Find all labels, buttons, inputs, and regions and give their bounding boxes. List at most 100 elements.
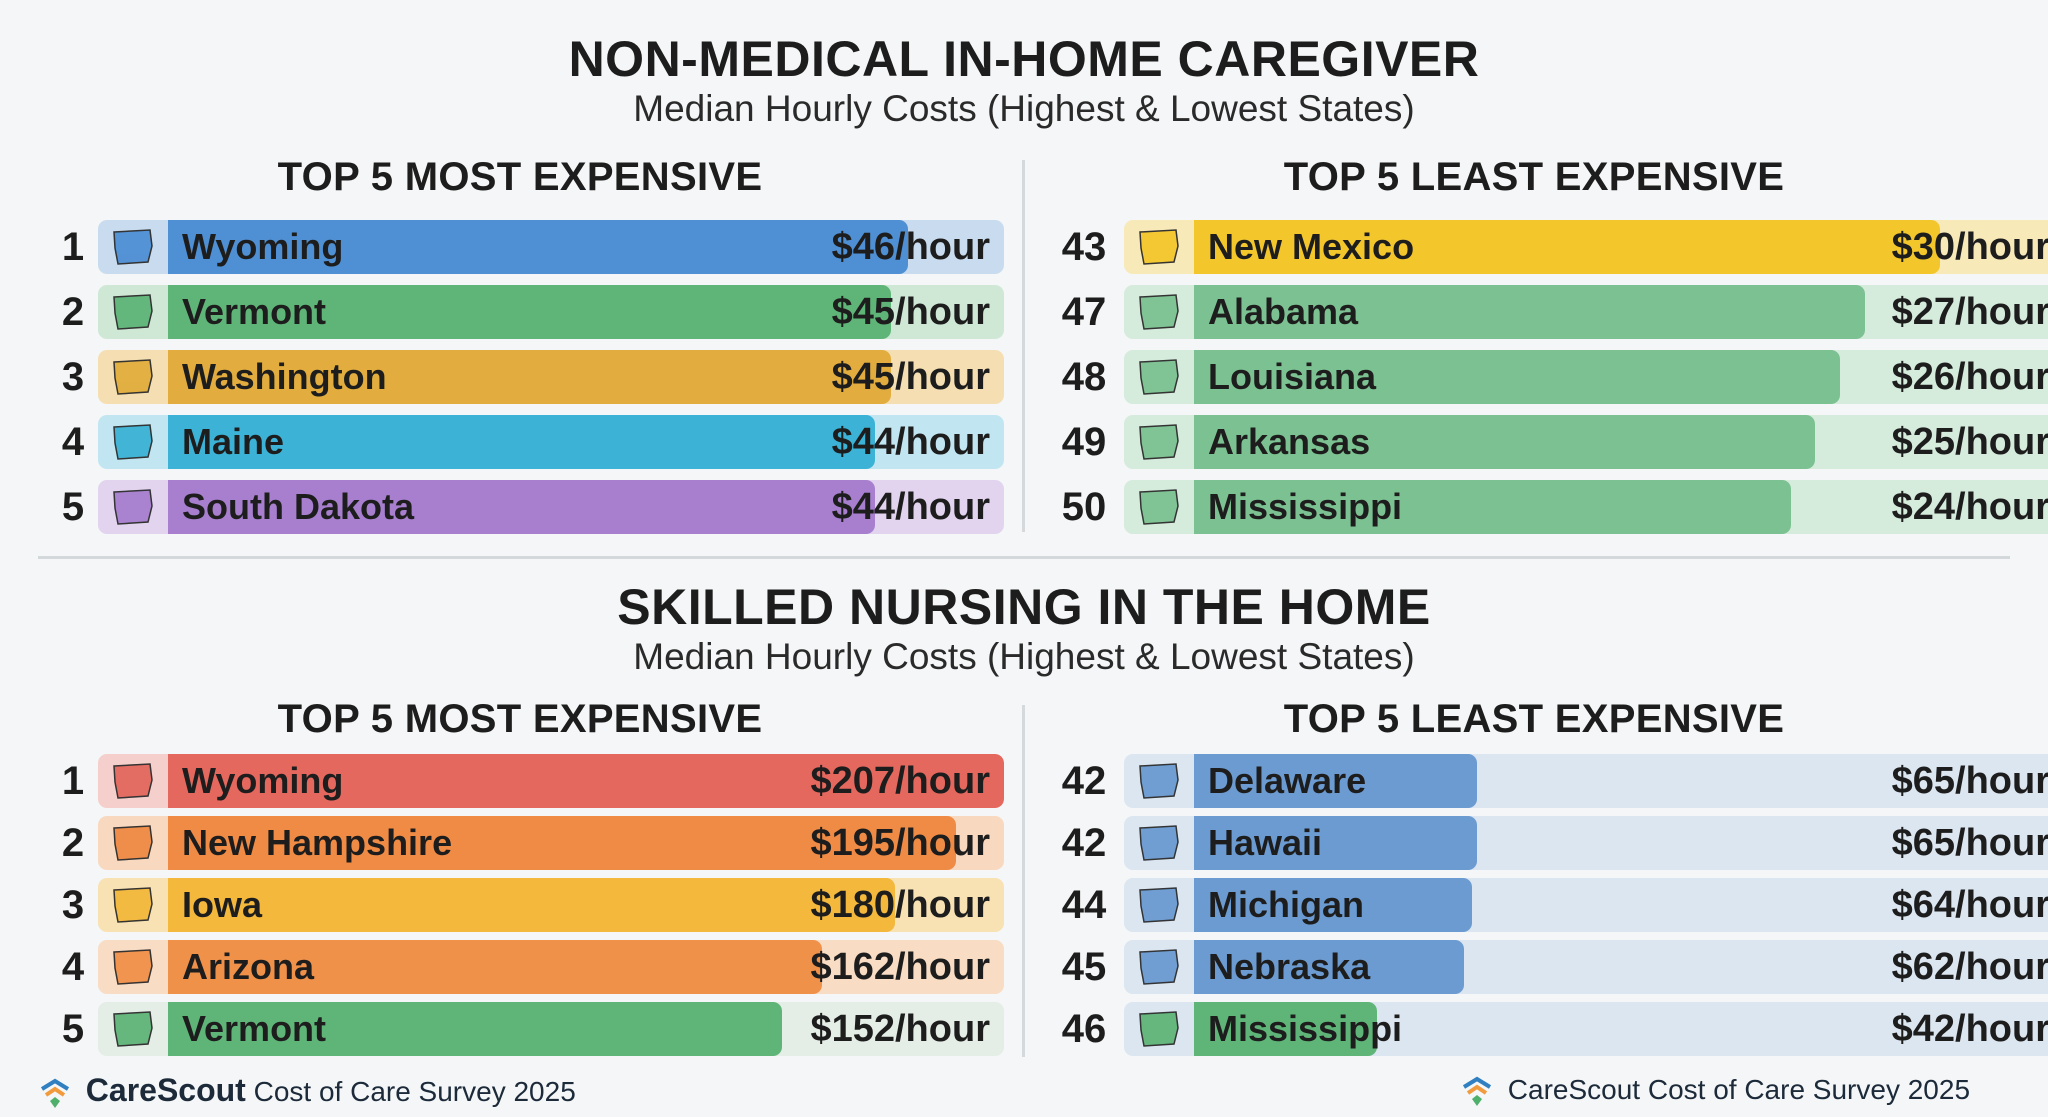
section-horizontal-divider [38,556,2010,559]
state-label: South Dakota [182,486,415,527]
value-label: $180/hour [810,884,990,926]
bar-fill [168,220,908,274]
bar-track: Hawaii $65/hour [1124,816,2048,870]
section-1-title: NON-MEDICAL IN-HOME CAREGIVER [568,31,1480,87]
bar-fill [1194,220,1940,274]
bar-row-wyoming: 1 Wyoming $207/hour [50,754,1004,808]
value-label: $45/hour [831,291,990,333]
rank-label: 4 [61,420,85,464]
section-1-vertical-divider [1022,160,1025,532]
state-label: Vermont [182,291,327,332]
bar-fill [1194,1002,1377,1056]
state-map-icon [98,754,168,808]
state-map-icon [98,350,168,404]
bar-fill [1194,754,1477,808]
bar-track: Maine $44/hour [98,415,1004,469]
bar-row-vermont: 5 Vermont $152/hour [50,1002,1004,1056]
footer-left-text: Cost of Care Survey 2025 [253,1076,576,1107]
value-label: $162/hour [810,946,990,988]
rank-label: 42 [1061,759,1107,803]
state-map-icon [98,940,168,994]
rank-label: 42 [1061,821,1107,865]
state-map-icon [1124,940,1194,994]
bar-row-washington: 3 Washington $45/hour [50,350,1004,404]
rank-label: 44 [1061,883,1107,927]
bar-row-new-hampshire: 2 New Hampshire $195/hour [50,816,1004,870]
bar-track: Wyoming $207/hour [98,754,1004,808]
section-1-subtitle: Median Hourly Costs (Highest & Lowest St… [633,88,1415,129]
bar-row-alabama: 47 Alabama $27/hour [1054,285,2048,339]
carescout-logo-icon [40,1078,70,1108]
section-2-title: SKILLED NURSING IN THE HOME [617,579,1431,635]
bar-track: Mississippi $24/hour [1124,480,2048,534]
state-map-icon [98,480,168,534]
bar-row-delaware: 42 Delaware $65/hour [1054,754,2048,808]
value-label: $44/hour [831,486,990,528]
section-2-left-heading: TOP 5 MOST EXPENSIVE [277,697,763,741]
rank-label: 49 [1061,420,1107,464]
state-map-icon [1124,816,1194,870]
section-2-right-heading: TOP 5 LEAST EXPENSIVE [1283,697,1785,741]
state-map-icon [98,285,168,339]
rank-label: 5 [61,1007,85,1051]
bar-fill [1194,940,1464,994]
state-label: Nebraska [1208,946,1371,987]
footer-left-brand: CareScout [85,1072,246,1108]
bar-fill [168,754,1004,808]
bar-track: Arizona $162/hour [98,940,1004,994]
value-label: $195/hour [810,822,990,864]
value-label: $65/hour [1891,822,2048,864]
state-map-icon [1124,350,1194,404]
state-label: Maine [182,421,285,462]
bar-track: Arkansas $25/hour [1124,415,2048,469]
state-map-icon [1124,480,1194,534]
bar-track: South Dakota $44/hour [98,480,1004,534]
bar-row-mississippi: 50 Mississippi $24/hour [1054,480,2048,534]
bar-row-nebraska: 45 Nebraska $62/hour [1054,940,2048,994]
rank-label: 4 [61,945,85,989]
bar-track: Vermont $152/hour [98,1002,1004,1056]
state-map-icon [1124,285,1194,339]
value-label: $44/hour [831,421,990,463]
bar-track: Louisiana $26/hour [1124,350,2048,404]
bar-fill [1194,816,1477,870]
bar-fill [168,350,891,404]
state-map-icon [1124,1002,1194,1056]
bar-row-arizona: 4 Arizona $162/hour [50,940,1004,994]
value-label: $42/hour [1891,1008,2048,1050]
state-map-icon [98,415,168,469]
section-2-vertical-divider [1022,705,1025,1057]
bar-row-vermont: 2 Vermont $45/hour [50,285,1004,339]
bar-fill [1194,878,1472,932]
bar-fill [1194,350,1840,404]
bar-track: Wyoming $46/hour [98,220,1004,274]
state-map-icon [98,1002,168,1056]
bar-track: Iowa $180/hour [98,878,1004,932]
state-map-icon [98,220,168,274]
bar-fill [168,816,956,870]
rank-label: 48 [1061,355,1107,399]
bar-track: Delaware $65/hour [1124,754,2048,808]
bar-fill [168,415,875,469]
bar-fill [168,480,875,534]
state-map-icon [98,816,168,870]
footer-left: CareScout Cost of Care Survey 2025 [38,1070,576,1110]
value-label: $207/hour [810,760,990,802]
bar-row-hawaii: 42 Hawaii $65/hour [1054,816,2048,870]
bar-track: Vermont $45/hour [98,285,1004,339]
rank-label: 5 [61,485,85,529]
value-label: $65/hour [1891,760,2048,802]
state-label: Wyoming [182,226,344,267]
state-label: Louisiana [1208,356,1377,397]
state-label: Michigan [1208,884,1365,925]
rank-label: 3 [61,883,85,927]
state-label: Arizona [182,946,315,987]
value-label: $24/hour [1891,486,2048,528]
bar-row-south-dakota: 5 South Dakota $44/hour [50,480,1004,534]
footer-right: CareScout Cost of Care Survey 2025 [1460,1070,1970,1110]
state-map-icon [1124,754,1194,808]
bar-track: Nebraska $62/hour [1124,940,2048,994]
state-label: Arkansas [1208,421,1371,462]
bar-row-maine: 4 Maine $44/hour [50,415,1004,469]
bar-track: Washington $45/hour [98,350,1004,404]
